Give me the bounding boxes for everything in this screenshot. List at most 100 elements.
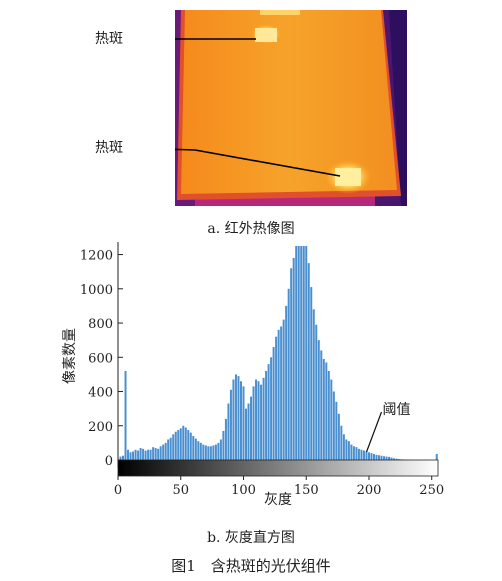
histogram-bar: [357, 448, 360, 460]
histogram-spike: [124, 370, 127, 460]
y-tick-label: 0: [105, 454, 113, 469]
histogram-bar: [385, 456, 388, 460]
histogram-bar: [342, 434, 345, 460]
y-tick-label: 200: [88, 420, 113, 435]
histogram-bar: [250, 396, 253, 460]
histogram-bar: [174, 431, 177, 460]
histogram-bar: [137, 450, 140, 460]
histogram-bar: [234, 374, 237, 460]
x-tick-label: 50: [172, 483, 189, 498]
histogram-bar: [242, 386, 245, 460]
histogram-bar: [247, 403, 250, 460]
histogram-bar: [315, 324, 318, 460]
figure-caption: 图1 含热斑的光伏组件: [171, 557, 331, 575]
thermal-caption: a. 红外热像图: [207, 221, 295, 237]
histogram-bar: [257, 381, 260, 460]
threshold-annotation: 阈值: [383, 402, 411, 418]
histogram-bar: [232, 379, 235, 460]
histogram-chart: 0 200 400 600 800 1000 1200 0 50 100 150 200 250 阈值…: [62, 242, 444, 508]
histogram-bar: [132, 451, 135, 460]
histogram-bar: [320, 350, 323, 460]
histogram-bar: [383, 456, 386, 460]
histogram-bar: [222, 430, 225, 460]
histogram-bar: [127, 449, 130, 460]
x-tick-label: 100: [231, 483, 256, 498]
histogram-bar: [270, 357, 273, 460]
histogram-bar: [142, 448, 145, 460]
histogram-bar: [172, 434, 175, 460]
histogram-bar: [347, 441, 350, 460]
histogram-bar: [345, 439, 348, 460]
y-tick-label: 1000: [80, 283, 113, 298]
histogram-bar: [197, 441, 200, 460]
histogram-caption: b. 灰度直方图: [207, 530, 295, 546]
hotspot-label-2: 热斑: [95, 140, 123, 156]
histogram-bar: [192, 436, 195, 460]
histogram-bar: [337, 413, 340, 460]
histogram-bar: [157, 448, 160, 460]
histogram-bar: [262, 377, 265, 460]
histogram-bars: [119, 246, 438, 460]
histogram-bar: [189, 432, 192, 460]
histogram-bar: [282, 319, 285, 460]
x-axis-label: 灰度: [264, 492, 292, 508]
histogram-bar: [202, 444, 205, 460]
histogram-bar: [390, 457, 393, 460]
histogram-bar: [370, 453, 373, 460]
histogram-bar: [194, 438, 197, 460]
x-tick-label: 0: [114, 483, 122, 498]
histogram-bar: [212, 445, 215, 460]
histogram-bar: [317, 340, 320, 460]
grayscale-colorbar: [117, 459, 439, 477]
histogram-bar: [265, 370, 268, 460]
histogram-bar: [305, 246, 308, 460]
histogram-bar: [310, 287, 313, 460]
histogram-bar: [360, 449, 363, 460]
histogram-bar: [388, 456, 391, 460]
histogram-bar: [280, 326, 283, 460]
histogram-bar: [239, 381, 242, 460]
histogram-bar: [237, 376, 240, 460]
histogram-bar: [373, 454, 375, 460]
histogram-bar: [147, 449, 150, 460]
histogram-bar: [177, 430, 180, 460]
histogram-bar: [187, 430, 190, 460]
histogram-bar: [275, 336, 278, 460]
histogram-bar: [207, 446, 210, 460]
histogram-bar: [297, 246, 300, 460]
histogram-bar: [295, 246, 298, 460]
histogram-bar: [252, 386, 255, 460]
histogram-bar: [277, 329, 280, 460]
histogram-bar: [330, 379, 333, 460]
histogram-bar: [162, 444, 165, 460]
histogram-bar: [352, 446, 355, 460]
histogram-bar: [219, 439, 222, 460]
y-tick-label: 800: [88, 317, 113, 332]
histogram-bar: [285, 305, 288, 460]
histogram-bar: [149, 449, 152, 460]
histogram-bar: [139, 448, 142, 460]
thermal-image: [175, 10, 407, 206]
histogram-bar: [322, 358, 325, 460]
x-tick-label: 150: [294, 483, 319, 498]
histogram-bar: [378, 455, 381, 460]
histogram-bar: [272, 347, 275, 460]
histogram-bar: [362, 450, 365, 460]
histogram-bar: [375, 454, 378, 460]
histogram-bar: [302, 246, 305, 460]
histogram-bar: [209, 446, 212, 460]
histogram-bar: [224, 418, 227, 460]
histogram-bar: [395, 458, 398, 460]
histogram-bar: [184, 427, 187, 460]
histogram-bar: [152, 447, 155, 460]
histogram-bar: [164, 442, 167, 460]
histogram-bar: [122, 455, 125, 460]
histogram-bar: [245, 408, 247, 460]
histogram-bar: [167, 439, 170, 460]
histogram-bar: [350, 444, 353, 460]
x-tick-label: 250: [419, 483, 444, 498]
histogram-bar: [327, 370, 330, 460]
histogram-bar: [154, 448, 157, 460]
histogram-bar: [300, 246, 303, 460]
histogram-bar: [199, 442, 202, 460]
